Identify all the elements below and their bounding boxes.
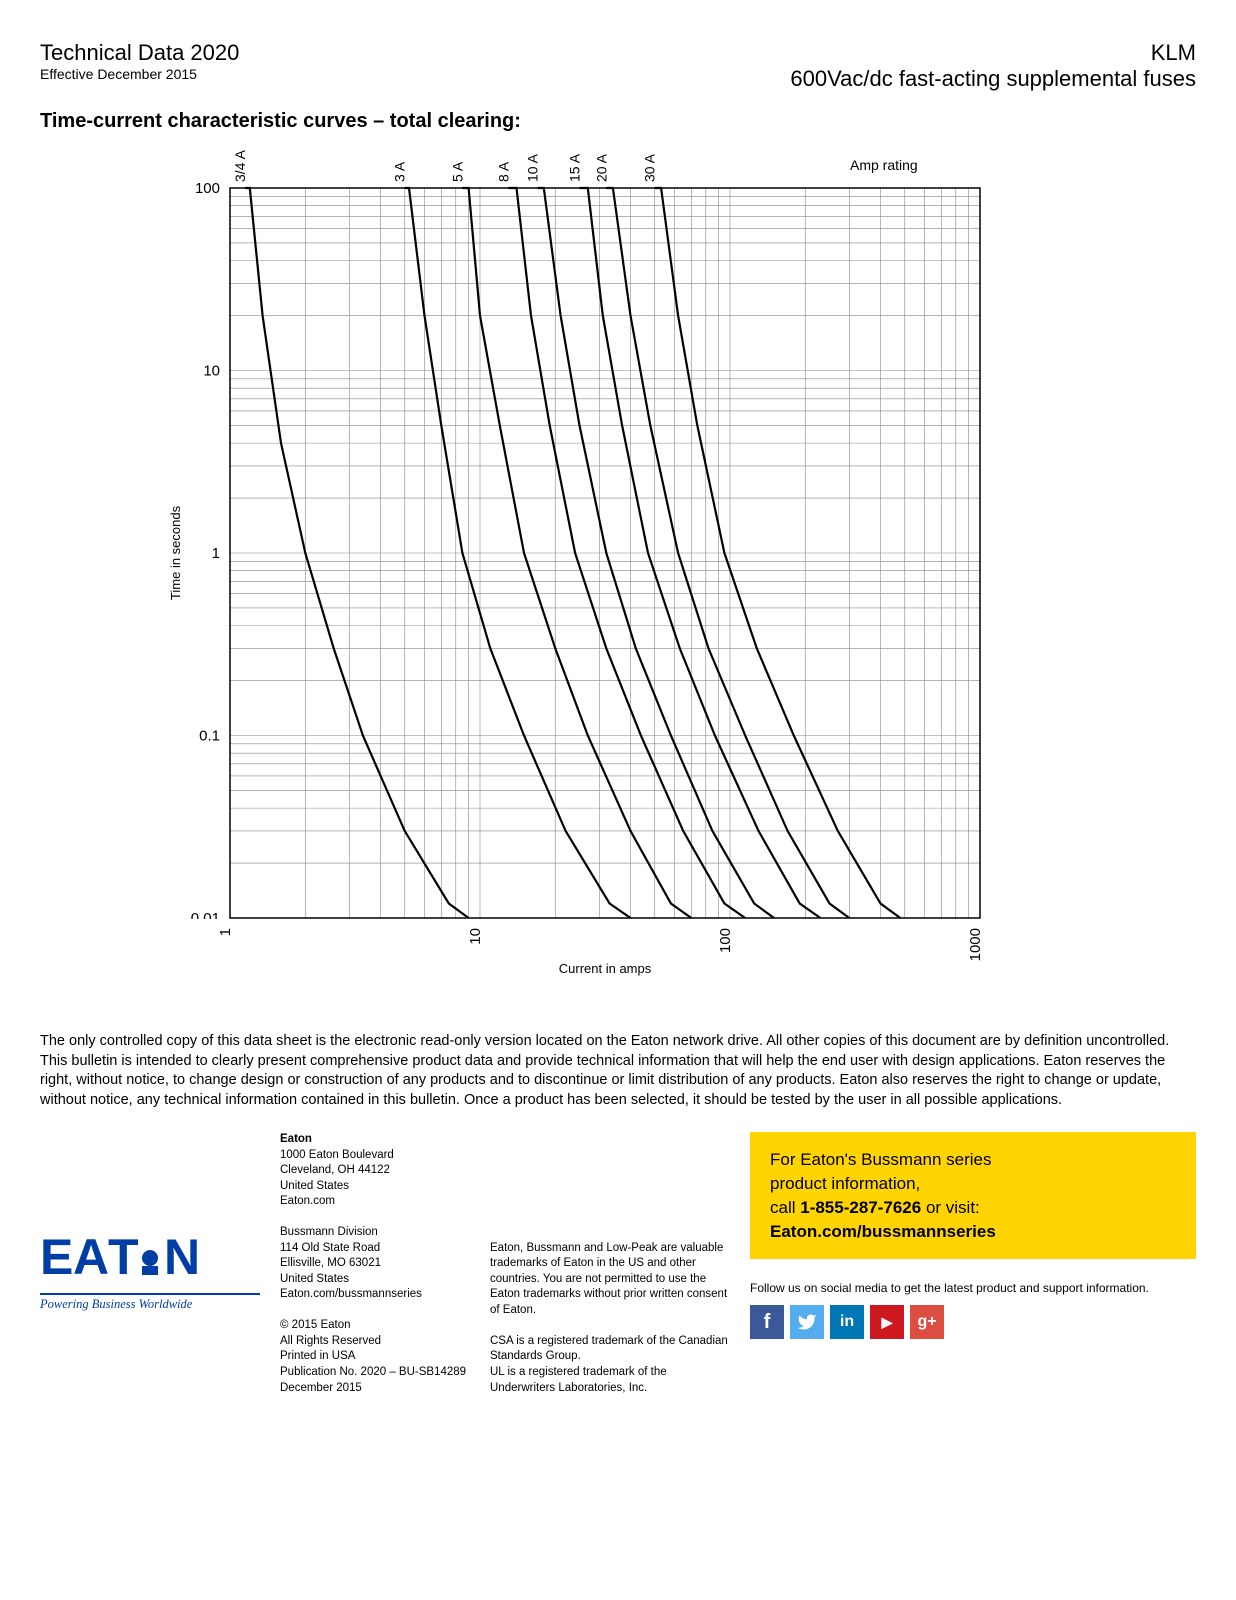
linkedin-icon[interactable]: in — [830, 1305, 864, 1339]
svg-text:15 A: 15 A — [566, 153, 582, 182]
yellow-l1: For Eaton's Bussmann series — [770, 1148, 1176, 1172]
footer-right: For Eaton's Bussmann series product info… — [750, 1132, 1196, 1339]
addr2-l3: United States — [280, 1272, 470, 1288]
svg-text:A: A — [73, 1230, 108, 1285]
addr2-l4: Eaton.com/bussmannseries — [280, 1287, 470, 1303]
logo-block: E A T N Powering Business Worldwide — [40, 1132, 260, 1312]
tech-data-title: Technical Data 2020 — [40, 40, 239, 66]
social-icons: f in ▶ g+ — [750, 1305, 1196, 1339]
time-current-chart: 0.010.11101001101001000Current in ampsTi… — [40, 138, 1196, 1008]
page: Technical Data 2020 Effective December 2… — [0, 0, 1236, 1600]
svg-text:E: E — [40, 1230, 72, 1285]
svg-text:Current in amps: Current in amps — [559, 961, 652, 976]
legal-l3: Printed in USA — [280, 1349, 470, 1365]
svg-text:10 A: 10 A — [525, 153, 541, 182]
svg-text:100: 100 — [195, 180, 220, 197]
footer: E A T N Powering Business Worldwide Eato… — [40, 1132, 1196, 1396]
header: Technical Data 2020 Effective December 2… — [40, 40, 1196, 92]
legal-l2: All Rights Reserved — [280, 1334, 470, 1350]
yellow-l3: call 1-855-287-7626 or visit: — [770, 1196, 1176, 1220]
follow-text: Follow us on social media to get the lat… — [750, 1281, 1196, 1297]
chart-title: Time-current characteristic curves – tot… — [40, 110, 1196, 133]
svg-text:Time in seconds: Time in seconds — [168, 505, 183, 600]
tm-p3: UL is a registered trademark of the Unde… — [490, 1365, 730, 1396]
svg-text:0.1: 0.1 — [199, 728, 220, 745]
svg-text:3 A: 3 A — [392, 161, 408, 182]
yellow-url: Eaton.com/bussmannseries — [770, 1222, 996, 1241]
disclaimer-text: The only controlled copy of this data sh… — [40, 1032, 1196, 1110]
svg-text:20 A: 20 A — [593, 153, 609, 182]
phone: 1-855-287-7626 — [800, 1198, 921, 1217]
svg-text:10: 10 — [203, 363, 220, 380]
info-callout: For Eaton's Bussmann series product info… — [750, 1132, 1196, 1259]
svg-text:10: 10 — [467, 928, 484, 945]
product-code: KLM — [790, 40, 1196, 66]
svg-text:T: T — [108, 1230, 138, 1285]
addr1-l3: United States — [280, 1179, 470, 1195]
effective-date: Effective December 2015 — [40, 66, 239, 82]
facebook-icon[interactable]: f — [750, 1305, 784, 1339]
chart-container: 0.010.11101001101001000Current in ampsTi… — [40, 138, 1196, 1018]
yellow-l2: product information, — [770, 1172, 1176, 1196]
footer-addresses: Eaton 1000 Eaton Boulevard Cleveland, OH… — [280, 1132, 470, 1396]
svg-text:8 A: 8 A — [495, 161, 511, 182]
logo-tagline: Powering Business Worldwide — [40, 1293, 260, 1312]
tm-p2: CSA is a registered trademark of the Can… — [490, 1334, 730, 1365]
addr2-heading: Bussmann Division — [280, 1225, 470, 1241]
legal-l5: December 2015 — [280, 1381, 470, 1397]
svg-text:5 A: 5 A — [449, 161, 465, 182]
addr2-l1: 114 Old State Road — [280, 1241, 470, 1257]
svg-text:100: 100 — [717, 928, 734, 953]
svg-text:30 A: 30 A — [642, 153, 658, 182]
addr1-l2: Cleveland, OH 44122 — [280, 1163, 470, 1179]
legal-l4: Publication No. 2020 – BU-SB14289 — [280, 1365, 470, 1381]
addr1-heading: Eaton — [280, 1133, 312, 1145]
addr1-l4: Eaton.com — [280, 1194, 470, 1210]
tm-p1: Eaton, Bussmann and Low-Peak are valuabl… — [490, 1241, 730, 1319]
header-left: Technical Data 2020 Effective December 2… — [40, 40, 239, 82]
addr2-l2: Ellisville, MO 63021 — [280, 1256, 470, 1272]
youtube-icon[interactable]: ▶ — [870, 1305, 904, 1339]
svg-text:1: 1 — [217, 928, 234, 936]
twitter-icon[interactable] — [790, 1305, 824, 1339]
svg-text:1: 1 — [212, 545, 220, 562]
legal-l1: © 2015 Eaton — [280, 1318, 470, 1334]
svg-text:1000: 1000 — [967, 928, 984, 961]
product-subtitle: 600Vac/dc fast-acting supplemental fuses — [790, 66, 1196, 92]
svg-text:3/4 A: 3/4 A — [232, 149, 248, 182]
addr1-l1: 1000 Eaton Boulevard — [280, 1148, 470, 1164]
svg-text:N: N — [164, 1230, 198, 1285]
eaton-logo: E A T N — [40, 1230, 260, 1291]
svg-text:Amp rating: Amp rating — [850, 157, 918, 173]
header-right: KLM 600Vac/dc fast-acting supplemental f… — [790, 40, 1196, 92]
googleplus-icon[interactable]: g+ — [910, 1305, 944, 1339]
footer-trademarks: Eaton, Bussmann and Low-Peak are valuabl… — [490, 1241, 730, 1396]
